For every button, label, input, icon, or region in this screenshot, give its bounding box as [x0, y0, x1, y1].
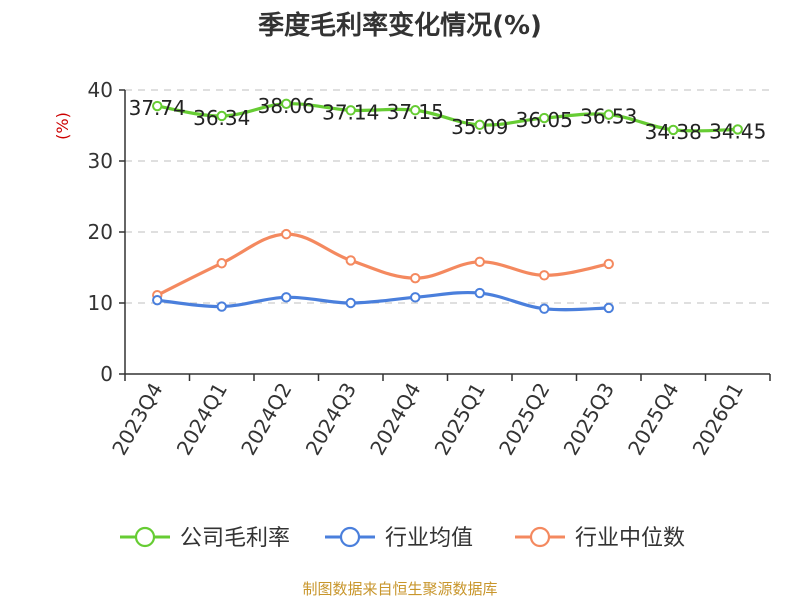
series-2	[152, 228, 614, 301]
data-label: 37.14	[322, 100, 379, 124]
data-point	[410, 292, 421, 303]
y-axis-unit-label: (%)	[53, 112, 72, 140]
grid-lines	[125, 89, 770, 304]
data-point	[152, 100, 163, 112]
x-tick-label: 2024Q4	[365, 379, 425, 460]
data-point	[281, 98, 292, 109]
data-point	[281, 228, 292, 240]
data-label: 38.06	[258, 94, 315, 118]
legend-item: 公司毛利率	[120, 526, 290, 551]
y-tick-labels: 0 10 20 30 40	[88, 78, 113, 386]
source-note: 制图数据来自恒生聚源数据库	[302, 580, 497, 598]
x-tick-label: 2026Q1	[688, 379, 748, 460]
data-point	[152, 294, 163, 306]
data-point	[345, 105, 356, 116]
x-tick-label: 2025Q3	[559, 379, 619, 460]
data-point	[345, 255, 356, 266]
data-point	[410, 272, 421, 284]
data-point	[410, 105, 421, 116]
data-labels: 37.74 36.34 38.06 37.14 37.15 35.09 36.05 36.53…	[129, 94, 767, 144]
data-point	[474, 256, 485, 268]
data-point	[216, 110, 227, 122]
data-label: 35.09	[451, 115, 508, 139]
data-label: 34.38	[645, 120, 702, 144]
data-point	[668, 124, 679, 136]
legend-marker	[529, 526, 551, 548]
x-tick-label: 2025Q4	[623, 379, 683, 460]
data-point	[603, 258, 614, 270]
legend-label: 公司毛利率	[180, 526, 290, 551]
x-tick-label: 2024Q1	[172, 379, 232, 460]
data-point	[603, 302, 614, 314]
data-point	[539, 112, 550, 124]
x-tick-label: 2025Q1	[430, 379, 490, 460]
series-1	[152, 287, 614, 314]
series-line	[155, 232, 611, 297]
data-point	[603, 109, 614, 120]
y-tick-label: 0	[100, 362, 113, 386]
y-tick-label: 30	[88, 149, 113, 173]
legend-item: 行业中位数	[515, 526, 685, 551]
legend: 公司毛利率 行业均值 行业中位数	[120, 526, 685, 551]
x-tick-label: 2024Q3	[301, 379, 361, 460]
data-point	[732, 124, 743, 135]
data-point	[474, 287, 485, 299]
series-line	[155, 102, 740, 133]
legend-marker	[339, 526, 361, 548]
series-line	[155, 290, 611, 312]
data-point	[216, 301, 227, 312]
legend-marker	[134, 526, 156, 548]
data-label: 36.34	[193, 106, 250, 130]
x-tick-label: 2024Q2	[236, 379, 296, 460]
y-tick-label: 20	[88, 220, 113, 244]
legend-item: 行业均值	[325, 526, 473, 551]
x-tick-label: 2025Q2	[494, 379, 554, 460]
data-point	[474, 119, 485, 131]
data-label: 36.05	[516, 108, 573, 132]
data-point	[216, 258, 227, 269]
x-tick-labels: 2023Q4 2024Q1 2024Q2 2024Q3 2024Q4 2025Q1 2025…	[107, 379, 748, 460]
series-0	[152, 98, 743, 136]
x-tick-label: 2023Q4	[107, 379, 167, 460]
data-label: 37.74	[129, 96, 186, 120]
data-label: 37.15	[387, 100, 444, 124]
chart-title: 季度毛利率变化情况(%)	[258, 10, 542, 41]
data-label: 34.45	[709, 119, 766, 143]
legend-label: 行业中位数	[575, 526, 685, 551]
series-layer	[152, 98, 743, 314]
data-label: 36.53	[580, 105, 637, 129]
data-point	[281, 292, 292, 303]
axes	[119, 89, 771, 381]
data-point	[345, 297, 356, 309]
data-point	[539, 303, 550, 314]
y-tick-label: 40	[88, 78, 113, 102]
y-tick-label: 10	[88, 291, 113, 315]
data-point	[539, 270, 550, 281]
legend-label: 行业均值	[385, 526, 473, 551]
